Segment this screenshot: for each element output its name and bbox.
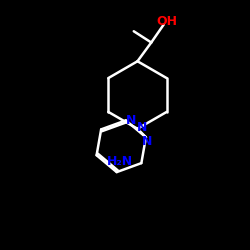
Text: N: N [137,121,147,134]
Text: N: N [126,114,136,127]
Text: H₂N: H₂N [107,155,133,168]
Text: OH: OH [156,15,177,28]
Text: N: N [142,135,152,148]
